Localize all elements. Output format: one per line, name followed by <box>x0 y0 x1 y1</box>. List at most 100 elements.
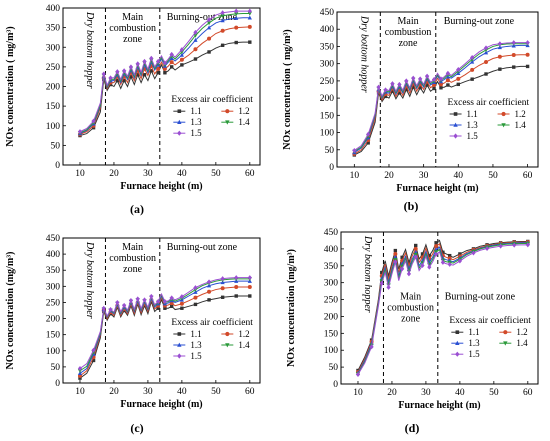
legend-marker <box>225 331 230 337</box>
data-point <box>179 294 184 300</box>
legend-entry: 1.3 <box>190 117 202 127</box>
panel-label: (a) <box>130 202 144 216</box>
data-point <box>383 94 388 99</box>
legend-marker <box>455 351 460 357</box>
data-point <box>418 76 423 82</box>
y-tick-label: 0 <box>333 380 338 390</box>
y-tick-label: 450 <box>324 228 339 238</box>
x-axis-title: Furnace height (m) <box>398 400 480 411</box>
data-point <box>234 275 239 281</box>
data-point <box>484 72 488 76</box>
x-tick-label: 50 <box>211 387 221 397</box>
data-point <box>247 11 252 16</box>
data-point <box>393 248 398 253</box>
data-point <box>440 259 445 265</box>
y-tick-label: 300 <box>324 279 339 289</box>
chart-panel-3: 0 50 100 150 200 250 300 350 400 450 10 20 30 40 50 60 F… <box>5 234 261 410</box>
data-point <box>498 67 502 71</box>
data-point <box>511 40 516 46</box>
data-point <box>470 54 475 60</box>
data-point <box>431 77 437 83</box>
data-point <box>439 86 443 90</box>
y-tick-label: 0 <box>55 161 60 171</box>
data-point <box>471 250 476 256</box>
data-point <box>122 78 126 83</box>
panel-label: (b) <box>404 199 419 213</box>
data-point <box>386 284 391 290</box>
y-tick-label: 400 <box>324 245 339 255</box>
data-point <box>179 57 184 62</box>
zone-label: Main <box>400 292 421 303</box>
data-point <box>101 305 106 311</box>
data-point <box>406 271 412 277</box>
data-point <box>390 81 395 87</box>
x-tick-label: 10 <box>75 387 85 397</box>
data-point <box>193 285 198 291</box>
data-point <box>206 25 212 30</box>
x-tick-label: 20 <box>387 388 397 398</box>
x-tick-label: 10 <box>353 388 363 398</box>
data-point <box>248 40 252 44</box>
data-point <box>525 242 530 248</box>
data-point <box>91 118 96 124</box>
data-point <box>404 78 409 84</box>
data-point <box>247 275 252 281</box>
data-point <box>400 255 404 260</box>
data-point <box>179 301 184 306</box>
data-point <box>169 51 174 57</box>
y-tick-label: 400 <box>46 250 61 260</box>
legend-marker <box>177 353 182 359</box>
data-point <box>162 66 167 71</box>
y-tick-label: 250 <box>46 63 61 73</box>
data-point <box>193 33 198 38</box>
data-point <box>366 141 370 145</box>
plot-frame <box>62 237 261 384</box>
zone-label: combustion <box>109 253 156 264</box>
y-tick-label: 250 <box>324 296 339 306</box>
legend-marker <box>225 109 230 114</box>
data-point <box>135 61 140 67</box>
data-point <box>149 69 154 73</box>
zone-label: zone <box>123 34 142 45</box>
chart-panel-4: 0 50 100 150 200 250 300 350 400 450 10 20 30 40 50 60 F… <box>286 228 539 411</box>
data-point <box>447 261 452 267</box>
zone-label: zone <box>399 38 418 49</box>
data-point <box>193 29 198 35</box>
data-point <box>169 65 174 69</box>
data-point <box>497 54 502 59</box>
data-point <box>366 131 371 137</box>
y-tick-label: 450 <box>46 234 61 244</box>
chart-panel-1: 0 50 100 150 200 250 300 350 400 10 20 30 40 50 60 Furn… <box>5 4 261 192</box>
data-point <box>369 344 374 350</box>
y-tick-label: 100 <box>320 129 335 139</box>
y-tick-label: 300 <box>46 43 61 53</box>
legend-marker <box>455 340 460 345</box>
y-tick-label: 200 <box>320 94 335 104</box>
data-point <box>101 71 106 77</box>
y-tick-label: 50 <box>325 146 335 156</box>
zone-label: zone <box>401 314 420 325</box>
data-point <box>404 87 409 92</box>
data-point <box>169 304 174 309</box>
data-point <box>484 59 489 64</box>
legend-marker <box>177 342 182 347</box>
data-point <box>163 306 167 310</box>
y-axis-title: NOx concentration (mg/m³) <box>286 249 297 367</box>
data-point <box>457 258 462 264</box>
data-point <box>220 295 225 299</box>
data-point <box>169 60 174 65</box>
x-axis-title: Furnace height (m) <box>396 183 478 194</box>
legend-entry: 1.3 <box>468 338 480 348</box>
zone-label: Main <box>122 242 143 253</box>
data-point <box>397 81 402 87</box>
x-tick-label: 20 <box>384 171 394 181</box>
chart-panel-2: 0 50 100 150 200 250 300 350 400 450 10 20 30 40 50 60 F… <box>282 8 539 194</box>
data-point <box>128 298 134 304</box>
y-tick-label: 100 <box>46 347 61 357</box>
data-point <box>128 64 134 70</box>
data-point <box>193 37 198 42</box>
data-point <box>352 147 357 153</box>
data-point <box>193 57 198 61</box>
data-point <box>407 260 411 265</box>
